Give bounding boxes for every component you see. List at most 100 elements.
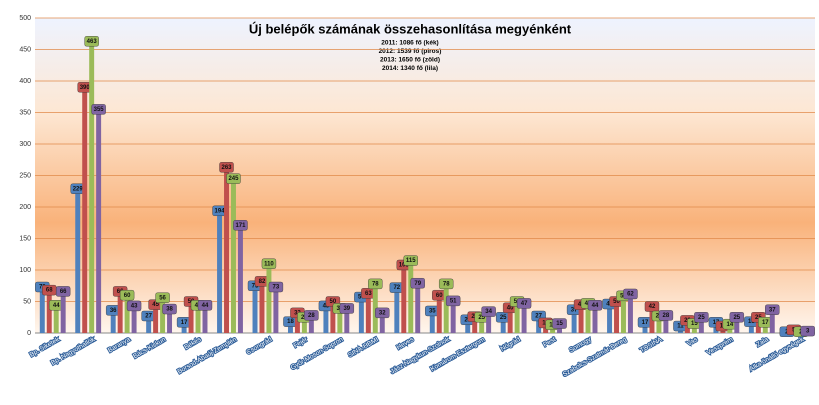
- bar: [344, 308, 350, 333]
- bar: [39, 287, 45, 333]
- bar: [627, 293, 633, 333]
- bar: [607, 304, 613, 333]
- data-label: 355: [91, 104, 106, 115]
- bar: [465, 319, 471, 333]
- x-tick-label: Csongrád: [245, 336, 273, 356]
- data-label: 56: [155, 292, 170, 303]
- bar: [734, 317, 740, 333]
- data-label-text: 463: [87, 39, 98, 45]
- data-label-box: [445, 295, 461, 307]
- data-label-text: 115: [406, 258, 416, 264]
- data-label: 47: [516, 298, 532, 309]
- bar: [663, 315, 669, 333]
- data-label-text: 25: [698, 315, 705, 321]
- data-label-box: [694, 312, 709, 323]
- data-label-text: 42: [649, 304, 656, 310]
- data-label: 25: [729, 312, 745, 323]
- y-tick-label: 50: [23, 298, 31, 305]
- data-label: 37: [765, 304, 780, 315]
- data-label: 78: [368, 278, 383, 290]
- data-label: 28: [658, 310, 674, 321]
- y-tick-label: 200: [19, 204, 31, 211]
- bar: [46, 290, 52, 333]
- bar: [75, 188, 81, 333]
- data-label: 34: [481, 306, 496, 317]
- bar: [153, 304, 159, 333]
- bar: [429, 310, 435, 333]
- data-label: 51: [445, 295, 461, 307]
- bar: [769, 309, 775, 333]
- data-label-text: 14: [727, 322, 734, 328]
- bar: [96, 109, 102, 333]
- bar: [188, 301, 194, 333]
- data-label-text: 47: [521, 301, 528, 307]
- bar: [486, 311, 492, 333]
- y-tick-label: 450: [19, 46, 31, 53]
- bar: [237, 225, 243, 333]
- bar: [266, 263, 272, 333]
- bar: [394, 287, 400, 333]
- y-tick-label: 0: [27, 330, 31, 337]
- bar: [450, 300, 456, 333]
- data-label-text: 32: [379, 310, 386, 316]
- bar: [500, 317, 506, 333]
- annotation: 2014: 1340 fő (lila): [382, 65, 438, 72]
- data-label-text: 40: [507, 305, 514, 311]
- data-label: 68: [42, 284, 57, 296]
- bar: [217, 210, 223, 333]
- bar: [585, 303, 591, 333]
- bar: [259, 281, 265, 333]
- x-tick-label: Békés: [183, 336, 203, 351]
- x-tick-label: Szabolcs-Szatmár-Bereg: [562, 336, 628, 378]
- bar: [408, 260, 414, 333]
- annotation: 2011: 1086 fő (kék): [381, 40, 438, 47]
- chart-title: Új belépők számának összehasonlítása meg…: [249, 21, 572, 36]
- data-label-box: [403, 255, 418, 266]
- bar: [621, 295, 626, 333]
- data-label-box: [729, 312, 745, 323]
- data-label-text: 11: [677, 324, 684, 330]
- x-tick-label: Vas: [686, 336, 699, 348]
- data-label: 43: [126, 300, 142, 312]
- y-tick-label: 100: [19, 267, 31, 274]
- data-label: 171: [233, 220, 248, 231]
- bar: [82, 87, 88, 333]
- bar: [337, 308, 343, 333]
- bar: [294, 312, 300, 333]
- data-label-text: 171: [235, 223, 246, 229]
- data-label-box: [84, 36, 99, 47]
- x-tick-label: Bács-Kiskun: [132, 336, 167, 360]
- data-label-text: 108: [399, 263, 410, 269]
- data-label-text: 68: [46, 288, 53, 294]
- data-label-box: [304, 310, 319, 321]
- bar: [273, 287, 279, 333]
- bar: [60, 291, 66, 333]
- data-label-box: [552, 318, 567, 329]
- bar: [131, 305, 137, 333]
- data-label: 79: [410, 278, 425, 289]
- bar: [301, 317, 307, 333]
- data-label-text: 18: [287, 319, 294, 325]
- data-label: 17: [176, 317, 192, 328]
- data-label-text: 44: [592, 303, 599, 309]
- bar: [514, 301, 520, 333]
- data-label-text: 245: [228, 176, 239, 182]
- data-label: 42: [644, 301, 660, 312]
- data-label: 66: [55, 286, 71, 297]
- data-label-box: [800, 325, 815, 337]
- data-label: 245: [226, 173, 241, 184]
- data-label-box: [439, 278, 454, 290]
- data-label-text: 17: [642, 320, 649, 326]
- x-tick-label: Bp. Siketek: [29, 336, 62, 359]
- data-label: 60: [119, 290, 135, 301]
- data-label: 62: [623, 288, 638, 300]
- data-label-box: [644, 301, 660, 312]
- data-label-text: 43: [131, 303, 138, 309]
- bar: [53, 305, 59, 333]
- data-label-box: [481, 306, 496, 317]
- data-label-text: 60: [124, 293, 131, 299]
- bar: [748, 321, 754, 333]
- data-label-text: 15: [691, 321, 698, 327]
- data-label-text: 28: [663, 313, 670, 319]
